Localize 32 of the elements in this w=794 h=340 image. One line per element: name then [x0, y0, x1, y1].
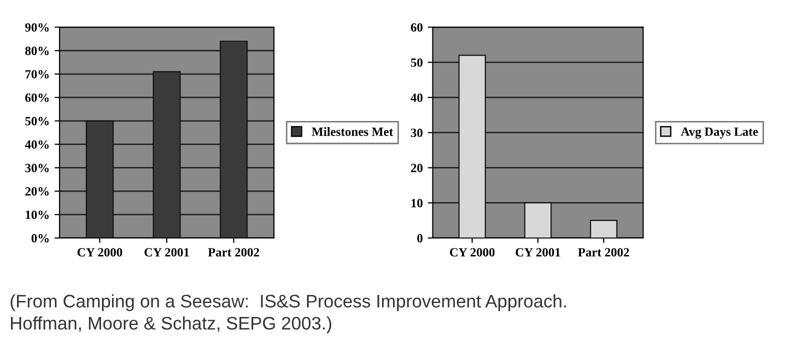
y-tick-label: 60 [410, 23, 423, 32]
x-tick-label: Part 2002 [578, 248, 630, 257]
y-tick-label: 0 [417, 234, 423, 242]
x-tick-label: CY 2000 [450, 248, 495, 257]
y-tick-label: 30 [410, 128, 423, 138]
y-tick-label: 0% [32, 234, 49, 242]
y-tick-label: 20 [411, 164, 423, 172]
y-tick-label: 50 [411, 58, 423, 67]
x-tick-label: CY 2000 [78, 248, 122, 257]
y-tick-label: 40 [410, 93, 423, 102]
y-tick-label: 20% [25, 187, 49, 196]
y-tick-label: 70% [26, 70, 49, 79]
y-tick-label: 60% [25, 93, 49, 102]
bar [86, 120, 114, 238]
bar [524, 202, 552, 238]
text: (From Camping on a Seesaw: IS&S Process Improvement Approach. Hoffman, Moore & Schatz, SEPG 2003.) [10, 294, 566, 334]
legend-label: Milestones Met [312, 127, 394, 136]
x-tick-label: CY 2001 [516, 248, 560, 257]
y-tick-label: 30% [25, 164, 49, 172]
bar [458, 54, 486, 238]
x-tick-label: CY 2001 [144, 248, 189, 257]
bar [220, 40, 248, 238]
x-tick-label: Part 2002 [208, 248, 260, 257]
y-tick-label: 10% [26, 210, 49, 220]
bar [590, 220, 618, 238]
y-tick-label: 90% [25, 23, 49, 32]
y-tick-label: 50% [25, 116, 49, 126]
bar [152, 71, 181, 238]
y-tick-label: 40% [25, 140, 49, 149]
y-tick-label: 10 [412, 198, 423, 208]
y-tick-label: 80% [25, 46, 49, 56]
legend-label: Avg Days Late [680, 128, 758, 139]
